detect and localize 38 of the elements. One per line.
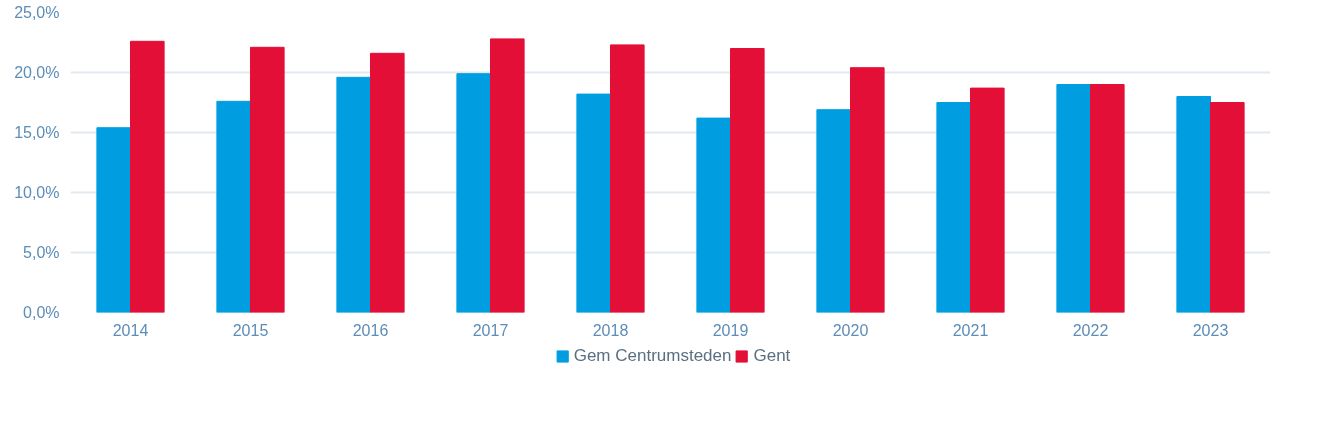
bar <box>576 93 611 313</box>
bar <box>696 117 731 313</box>
bar <box>1210 102 1245 313</box>
bar <box>1056 84 1091 313</box>
x-tick-label: 2018 <box>592 321 629 339</box>
bar <box>610 44 645 313</box>
bar <box>370 52 405 313</box>
x-tick-label: 2023 <box>1192 321 1229 339</box>
bar <box>96 127 131 313</box>
x-tick-label: 2016 <box>352 321 389 339</box>
x-tick-label: 2020 <box>832 321 869 339</box>
x-tick-label: 2014 <box>112 321 149 339</box>
bar <box>816 109 851 313</box>
bar <box>216 100 251 313</box>
bar <box>456 73 491 313</box>
bar <box>336 76 371 313</box>
x-tick-label: 2017 <box>472 321 509 339</box>
legend-label: Gent <box>753 346 791 366</box>
x-tick-label: 2019 <box>712 321 749 339</box>
bar <box>730 48 765 313</box>
x-tick-label: 2015 <box>232 321 269 339</box>
y-tick-label: 10,0% <box>14 184 60 201</box>
x-tick-label: 2022 <box>1072 321 1109 339</box>
bar <box>490 38 525 313</box>
y-tick-label: 15,0% <box>14 124 60 141</box>
bar <box>1090 84 1125 313</box>
x-tick-label: 2021 <box>952 321 989 339</box>
bar <box>130 40 165 313</box>
y-tick-label: 5,0% <box>23 244 60 261</box>
y-tick-label: 25,0% <box>14 4 60 21</box>
bar <box>970 87 1005 313</box>
bar <box>250 46 285 313</box>
y-tick-label: 20,0% <box>14 64 60 81</box>
y-tick-label: 0,0% <box>23 304 60 321</box>
bar <box>1176 96 1211 313</box>
bar <box>850 67 885 313</box>
bar <box>936 102 971 313</box>
legend-label: Gem Centrumsteden <box>573 346 732 366</box>
